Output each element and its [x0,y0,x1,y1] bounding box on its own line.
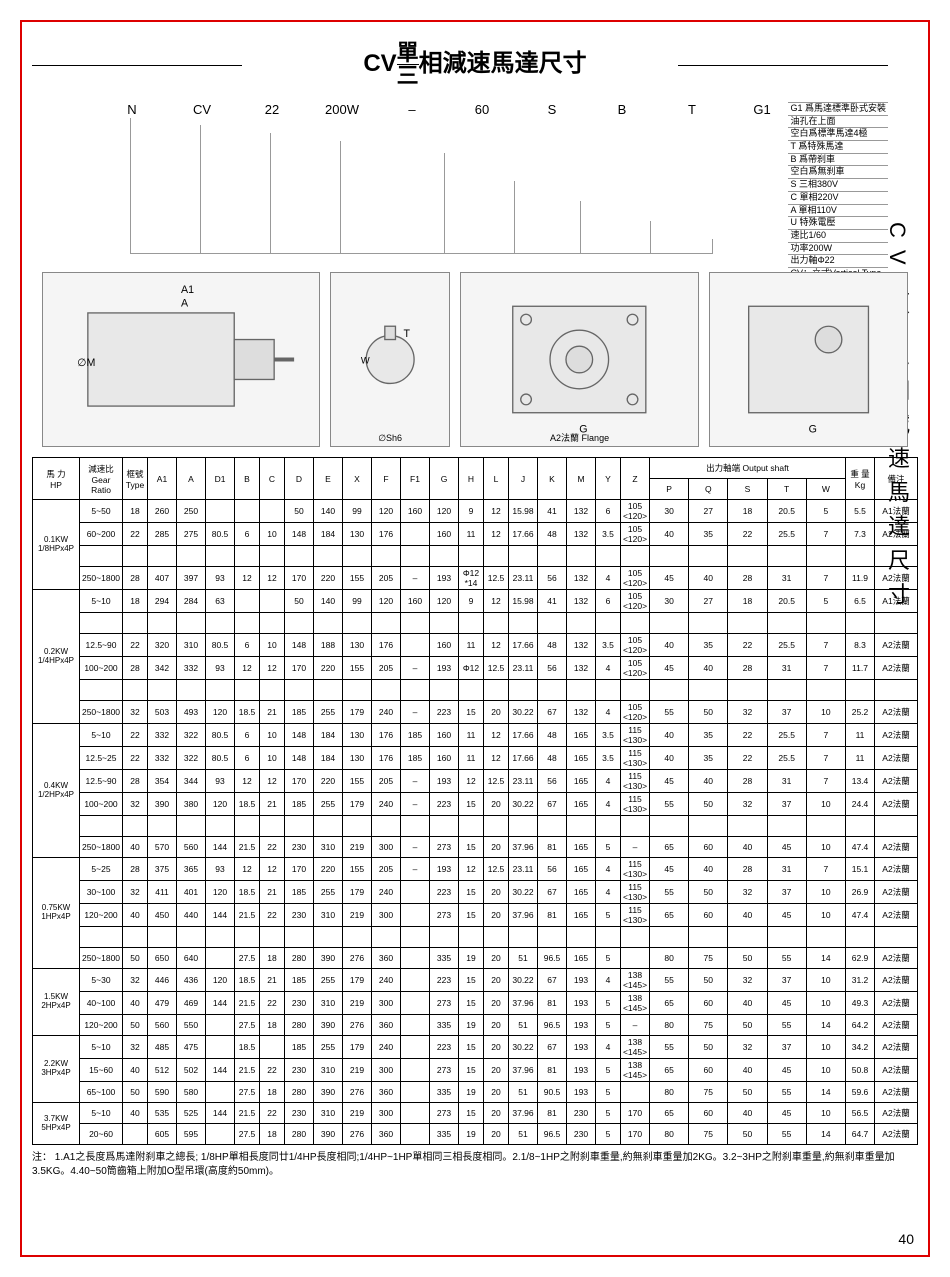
code-part: 200W [322,102,362,117]
table-row: 0.1KW1/8HPx4P5~5018260250501409912016012… [33,500,918,523]
table-row: 60~2002228527580.56101481841301761601112… [33,523,918,546]
table-row: 100~2003239038012018.521185255179240–223… [33,793,918,816]
svg-text:G: G [808,424,816,436]
table-row: 30~1003241140112018.52118525517924022315… [33,881,918,904]
page-number: 40 [898,1231,914,1247]
table-row: 0.75KW1HPx4P5~25283753659312121702201552… [33,858,918,881]
technical-drawings: A1A∅M TW∅Sh6 GA2法蘭 Flange G [42,272,908,447]
svg-text:W: W [361,355,370,365]
table-row: 120~2004045044014421.5222303102193002731… [33,904,918,927]
code-part: B [602,102,642,117]
table-row [33,546,918,567]
code-description: 出力軸Φ22 [788,254,888,267]
table-row: 0.4KW1/2HPx4P5~102233232280.561014818413… [33,724,918,747]
table-row: 40~1004047946914421.52223031021930027315… [33,992,918,1015]
table-row [33,680,918,701]
table-row: 100~20028342332931212170220155205–193Φ12… [33,657,918,680]
code-part: N [112,102,152,117]
code-part: T [672,102,712,117]
model-code-diagram: NCV22200W–60SBTG1 G1 爲馬達標準卧式安裝油孔在上面空白爲標準… [112,102,888,257]
table-row [33,613,918,634]
svg-text:T: T [403,328,410,340]
table-row: 12.5~9028354344931212170220155205–193121… [33,770,918,793]
table-row: 2.2KW3HPx4P5~103248547518.51852551792402… [33,1036,918,1059]
svg-text:A: A [181,297,189,309]
code-part: S [532,102,572,117]
table-row: 250~18003250349312018.521185255179240–22… [33,701,918,724]
page-title: CV單三相減速馬達尺寸 [32,42,918,87]
svg-text:∅M: ∅M [77,357,95,369]
code-description: G1 爲馬達標準卧式安裝 [788,102,888,115]
table-row: 250~18005065064027.518280390276360335192… [33,948,918,969]
notes: 注： 1.A1之長度爲馬達附刹車之總長; 1/8HP單相長度同廿1/4HP長度相… [32,1151,918,1179]
code-part: 22 [252,102,292,117]
table-row: 250~18004057056014421.522230310219300–27… [33,837,918,858]
table-row: 1.5KW2HPx4P5~303244643612018.52118525517… [33,969,918,992]
code-part: CV [182,102,222,117]
svg-text:A1: A1 [181,284,194,296]
table-row: 12.5~252233232280.5610148184130176185160… [33,747,918,770]
table-row: 65~1005059058027.51828039027636033519205… [33,1082,918,1103]
table-row: 20~6060559527.51828039027636033519205196… [33,1124,918,1145]
table-row [33,816,918,837]
table-row: 15~604051250214421.522230310219300273152… [33,1059,918,1082]
table-row: 120~2005056055027.5182803902763603351920… [33,1015,918,1036]
table-row: 3.7KW5HPx4P5~104053552514421.52223031021… [33,1103,918,1124]
table-row: 250~180028407397931212170220155205–193Φ1… [33,567,918,590]
code-part: 60 [462,102,502,117]
code-part: G1 [742,102,782,117]
table-row [33,927,918,948]
table-row: 0.2KW1/4HPx4P5~1018294284635014099120160… [33,590,918,613]
code-part: – [392,102,432,117]
table-row: 12.5~902232031080.5610148188130176160111… [33,634,918,657]
dimensions-table: 馬 力HP 減速比GearRatio 框號Type A1 A D1 B C D … [32,457,918,1145]
